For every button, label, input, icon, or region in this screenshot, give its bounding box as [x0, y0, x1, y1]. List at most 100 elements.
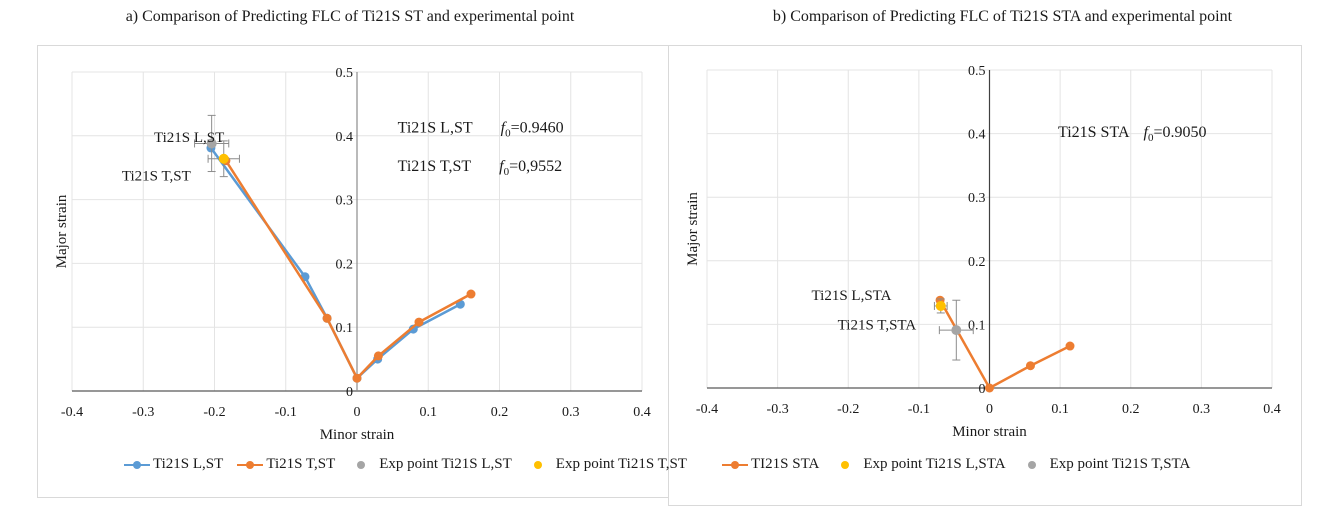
experimental-point [218, 153, 229, 164]
legend-label: Exp point Ti21S L,ST [379, 456, 512, 472]
chart-b-title: b) Comparison of Predicting FLC of Ti21S… [772, 8, 1233, 25]
x-axis-title: Minor strain [320, 427, 395, 443]
data-point [352, 373, 362, 383]
data-point [1065, 341, 1075, 351]
data-point [322, 313, 332, 323]
data-point [408, 324, 418, 334]
annotation-text: Ti21S L,ST [398, 120, 473, 137]
series-line [938, 299, 1071, 390]
f0-subscript: 0 [505, 128, 511, 140]
chart-a-legend: Ti21S L,ST Ti21S T,ST Exp point Ti21S L,ST… [124, 456, 687, 473]
annotation-text: Ti21S L,ST [154, 130, 224, 146]
f0-symbol: f [501, 120, 508, 137]
series-line [224, 160, 472, 380]
x-tick-label: 0.2 [1122, 402, 1140, 417]
annotation-text: Ti21S T,ST [122, 168, 191, 184]
y-axis-title: Major strain [685, 192, 701, 266]
x-tick-label: -0.3 [132, 405, 154, 420]
y-tick-label: 0.2 [336, 257, 354, 272]
legend-label: Exp point Ti21S T,STA [1049, 456, 1191, 472]
y-tick-label: 0.1 [336, 321, 354, 336]
annotation-label: Ti21S STA f0=0.9050 [1058, 124, 1206, 144]
legend-item: Exp point Ti21S L,STA [833, 456, 1006, 473]
chart-a-frame [37, 45, 670, 498]
legend-item: Ti21S L,ST [124, 456, 223, 473]
x-tick-label: 0.4 [1263, 402, 1281, 417]
annotation-text: Ti21S L,STA [812, 288, 892, 304]
legend-label: Ti21S T,ST [266, 456, 336, 472]
x-tick-label: 0.1 [420, 405, 438, 420]
annotation-label: Ti21S T,STA [838, 317, 917, 333]
f0-value: =0.9460 [511, 120, 564, 137]
experimental-point [935, 300, 946, 311]
x-tick-label: 0 [986, 402, 993, 417]
legend-line-marker-icon [124, 460, 150, 469]
legend-label: Ti21S L,ST [153, 456, 224, 472]
data-point [1025, 361, 1035, 371]
y-tick-label: 0.1 [968, 318, 986, 333]
experimental-point [206, 138, 217, 149]
annotation-label: Ti21S T,ST [122, 168, 191, 184]
annotation-text: Ti21S T,STA [838, 317, 917, 333]
legend-item: Exp point Ti21S L,ST [349, 456, 512, 473]
annotation-label: Ti21S L,ST [154, 130, 224, 146]
f0-value: =0.9050 [1153, 124, 1206, 141]
chart-b-legend: TI21S STA Exp point Ti21S L,STA Exp point … [722, 456, 1190, 473]
x-tick-label: -0.4 [61, 405, 83, 420]
x-tick-label: 0.3 [1193, 402, 1211, 417]
y-tick-label: 0.3 [968, 191, 986, 206]
legend-item: Ti21S T,ST [237, 456, 335, 473]
data-point [466, 289, 476, 299]
f0-symbol: f [1144, 124, 1151, 141]
y-tick-label: 0.5 [968, 64, 986, 79]
x-tick-label: 0.1 [1051, 402, 1069, 417]
chart-b-frame [668, 45, 1302, 506]
legend-label: Exp point Ti21S T,ST [555, 456, 687, 472]
data-point [985, 383, 994, 393]
y-tick-label: 0.5 [336, 66, 354, 81]
experimental-point [951, 325, 962, 336]
f0-subscript: 0 [504, 166, 510, 178]
annotation-label: Ti21S L,STA [812, 288, 892, 304]
legend-item: TI21S STA [722, 456, 819, 473]
legend-dot-marker-icon [533, 460, 542, 469]
legend-dot-marker-icon [1027, 460, 1036, 469]
annotation-text: Ti21S T,ST [398, 158, 472, 175]
legend-dot-marker-icon [841, 460, 850, 469]
legend-item: Exp point Ti21S T,ST [526, 456, 687, 473]
x-tick-label: -0.1 [908, 402, 930, 417]
annotation-label: Ti21S T,ST f0=0,9552 [398, 158, 563, 178]
x-tick-label: -0.1 [275, 405, 297, 420]
f0-subscript: 0 [1148, 132, 1154, 144]
data-point [373, 351, 383, 361]
legend-label: Exp point Ti21S L,STA [863, 456, 1006, 472]
x-tick-label: 0 [354, 405, 361, 420]
legend-item: Exp point Ti21S T,STA [1020, 456, 1191, 473]
y-tick-label: 0 [979, 382, 986, 397]
legend-line-marker-icon [722, 460, 748, 469]
y-tick-label: 0.3 [336, 194, 354, 209]
y-axis-title: Major strain [54, 194, 70, 268]
x-tick-label: 0.4 [633, 405, 651, 420]
legend-dot-marker-icon [357, 460, 366, 469]
y-tick-label: 0.4 [968, 128, 986, 143]
x-tick-label: -0.2 [203, 405, 225, 420]
x-tick-label: 0.2 [491, 405, 509, 420]
legend-label: TI21S STA [751, 456, 820, 472]
x-axis-title: Minor strain [952, 424, 1027, 440]
y-tick-label: 0 [346, 385, 353, 400]
x-tick-label: -0.2 [837, 402, 859, 417]
data-point [414, 317, 424, 327]
y-tick-label: 0.4 [336, 130, 354, 145]
f0-symbol: f [499, 158, 506, 175]
x-tick-label: -0.4 [696, 402, 718, 417]
x-tick-label: -0.3 [767, 402, 789, 417]
chart-a-title: a) Comparison of Predicting FLC of Ti21S… [125, 8, 575, 25]
x-tick-label: 0.3 [562, 405, 580, 420]
annotation-label: Ti21S L,ST f0=0.9460 [398, 120, 564, 140]
y-tick-label: 0.2 [968, 255, 986, 270]
annotation-text: Ti21S STA [1058, 124, 1130, 141]
legend-line-marker-icon [237, 460, 264, 469]
